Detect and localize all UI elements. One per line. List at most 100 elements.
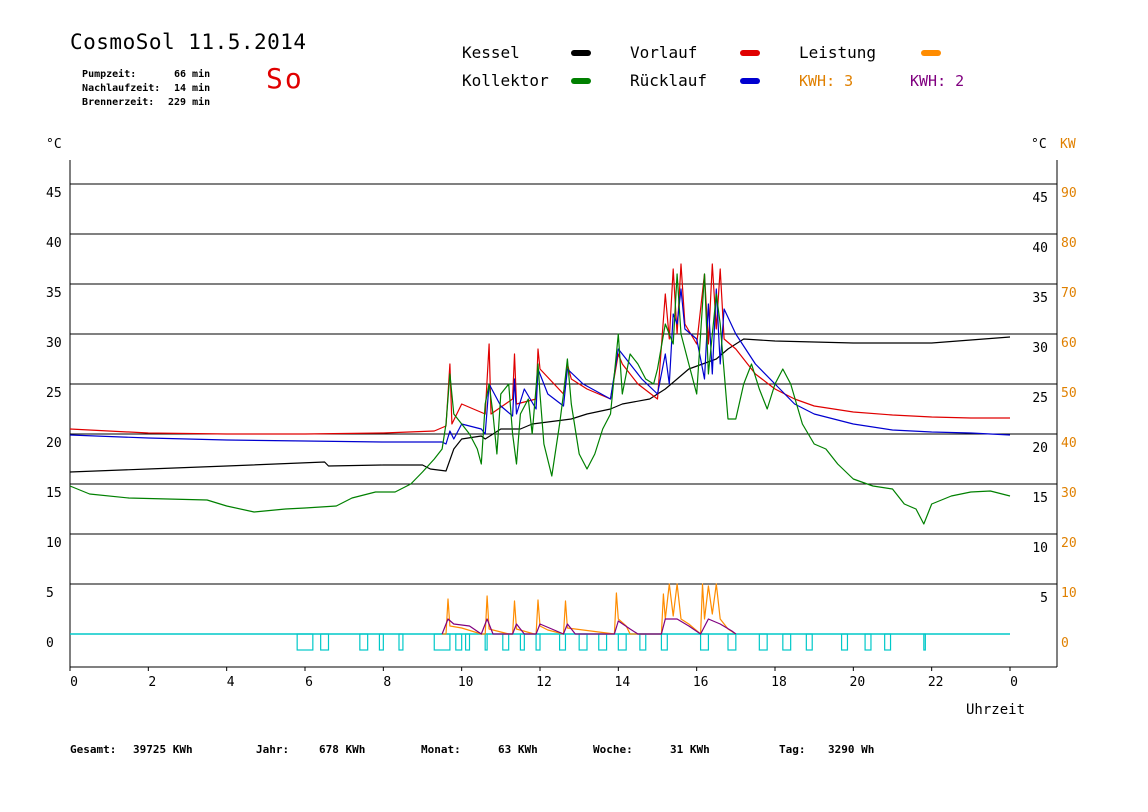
grid-lines	[70, 183, 1057, 585]
y-tick-label-left: 45	[46, 186, 62, 201]
pump-pulse	[398, 633, 404, 651]
legend-kessel-label: Kessel	[462, 43, 520, 62]
pump-pulse	[840, 633, 849, 651]
x-tick-label: 16	[693, 675, 709, 690]
x-tick-label: 18	[771, 675, 787, 690]
info-pumpzeit: Pumpzeit: 66 min	[70, 58, 210, 80]
pump-pulse	[782, 633, 792, 651]
y-tick-label-left: 5	[46, 586, 54, 601]
y-tick-label-right-c: 35	[1032, 291, 1048, 306]
chart-title: CosmoSol 11.5.2014	[70, 30, 307, 54]
pump-pulse	[464, 633, 471, 651]
x-tick-label: 22	[928, 675, 944, 690]
y-tick-label-right-c: 30	[1032, 341, 1048, 356]
x-tick-label: 2	[148, 675, 156, 690]
kwh-total-3: KWH: 3	[799, 72, 854, 90]
x-tick-label: 8	[383, 675, 391, 690]
pump-pulse	[578, 633, 588, 651]
x-tick-label: 12	[536, 675, 552, 690]
y-tick-label-right-kw: 90	[1061, 186, 1077, 201]
footer-woche: Woche: 31 KWh	[593, 743, 710, 756]
footer-label: Monat:	[421, 743, 461, 756]
series-line-vorlauf	[69, 263, 1010, 435]
x-tick-label: 0	[1010, 675, 1018, 690]
y-tick-label-left: 15	[46, 486, 62, 501]
info-value: 229 min	[168, 97, 211, 108]
pump-pulse	[727, 633, 737, 651]
legend-kollektor-swatch	[571, 78, 591, 84]
x-tick-label: 20	[850, 675, 866, 690]
left-axis-unit: °C	[46, 137, 62, 152]
x-tick-label: 0	[70, 675, 78, 690]
pump-pulse	[639, 633, 647, 651]
pump-pulse	[923, 633, 926, 651]
y-tick-label-left: 40	[46, 236, 62, 251]
legend-vorlauf-label: Vorlauf	[630, 43, 698, 62]
pump-pulse	[864, 633, 872, 651]
y-tick-label-left: 10	[46, 536, 62, 551]
pump-pulse	[378, 633, 384, 651]
y-tick-label-right-c: 15	[1032, 491, 1048, 506]
series-line-r-cklauf	[69, 288, 1011, 445]
info-label: Pumpzeit:	[82, 69, 137, 80]
series-line-kwh-2	[441, 618, 737, 635]
footer-label: Gesamt:	[70, 743, 117, 756]
y-tick-label-right-c: 5	[1040, 591, 1048, 606]
pump-pulse	[660, 633, 668, 651]
y-tick-label-right-c: 20	[1032, 441, 1048, 456]
series-line-kessel	[69, 336, 1011, 473]
y-tick-label-right-c: 45	[1032, 191, 1048, 206]
footer-jahr: Jahr: 678 KWh	[256, 743, 365, 756]
footer-value: 63 KWh	[498, 743, 538, 756]
y-tick-label-left: 20	[46, 436, 62, 451]
pump-pulse	[884, 633, 892, 651]
pump-pulse	[455, 633, 463, 651]
info-nachlaufzeit: Nachlaufzeit: 14 min	[70, 72, 210, 94]
pump-pulse	[359, 633, 369, 651]
y-tick-label-right-kw: 0	[1061, 636, 1069, 651]
y-tick-label-right-kw: 80	[1061, 236, 1077, 251]
pump-pulse	[535, 633, 541, 651]
y-tick-label-right-c: 25	[1032, 391, 1048, 406]
y-tick-label-left: 25	[46, 386, 62, 401]
pump-pulse	[296, 633, 314, 651]
footer-value: 31 KWh	[670, 743, 710, 756]
legend-ruecklauf-swatch	[740, 78, 760, 84]
y-tick-label-left: 0	[46, 636, 54, 651]
series-lines	[69, 263, 1011, 651]
axes	[69, 160, 1058, 671]
y-tick-label-right-c: 10	[1032, 541, 1048, 556]
legend-kessel-swatch	[571, 50, 591, 56]
pump-pulse	[484, 633, 488, 651]
footer-tag: Tag: 3290 Wh	[779, 743, 874, 756]
info-value: 14 min	[174, 83, 211, 94]
footer-label: Tag:	[779, 743, 806, 756]
info-value: 66 min	[174, 69, 211, 80]
footer-value: 3290 Wh	[828, 743, 875, 756]
right-axis-unit-c: °C	[1031, 137, 1047, 152]
footer-value: 39725 KWh	[133, 743, 193, 756]
pump-pulse	[699, 633, 710, 651]
y-tick-label-right-kw: 50	[1061, 386, 1077, 401]
y-tick-label-right-kw: 70	[1061, 286, 1077, 301]
weekday-label: So	[266, 62, 304, 95]
series-line-kollektor	[69, 273, 1011, 525]
y-tick-label-right-kw: 10	[1061, 586, 1077, 601]
footer-label: Woche:	[593, 743, 633, 756]
x-axis-label: Uhrzeit	[966, 702, 1025, 718]
pump-pulse	[433, 633, 451, 651]
legend-kollektor-label: Kollektor	[462, 71, 549, 90]
x-tick-label: 4	[227, 675, 235, 690]
y-tick-label-right-kw: 20	[1061, 536, 1077, 551]
y-tick-label-left: 35	[46, 286, 62, 301]
kwh-total-2: KWH: 2	[910, 72, 965, 90]
pump-pulse	[758, 633, 768, 651]
info-label: Brennerzeit:	[82, 97, 155, 108]
pump-pulse	[617, 633, 627, 651]
legend-vorlauf-swatch	[740, 50, 760, 56]
pump-pulse	[558, 633, 567, 651]
tick-labels: 0 2 4 6 8 10 12 14 16 18 20 22 005101520253035404551…	[46, 186, 1077, 690]
x-tick-label: 14	[615, 675, 631, 690]
y-tick-label-right-kw: 60	[1061, 336, 1077, 351]
